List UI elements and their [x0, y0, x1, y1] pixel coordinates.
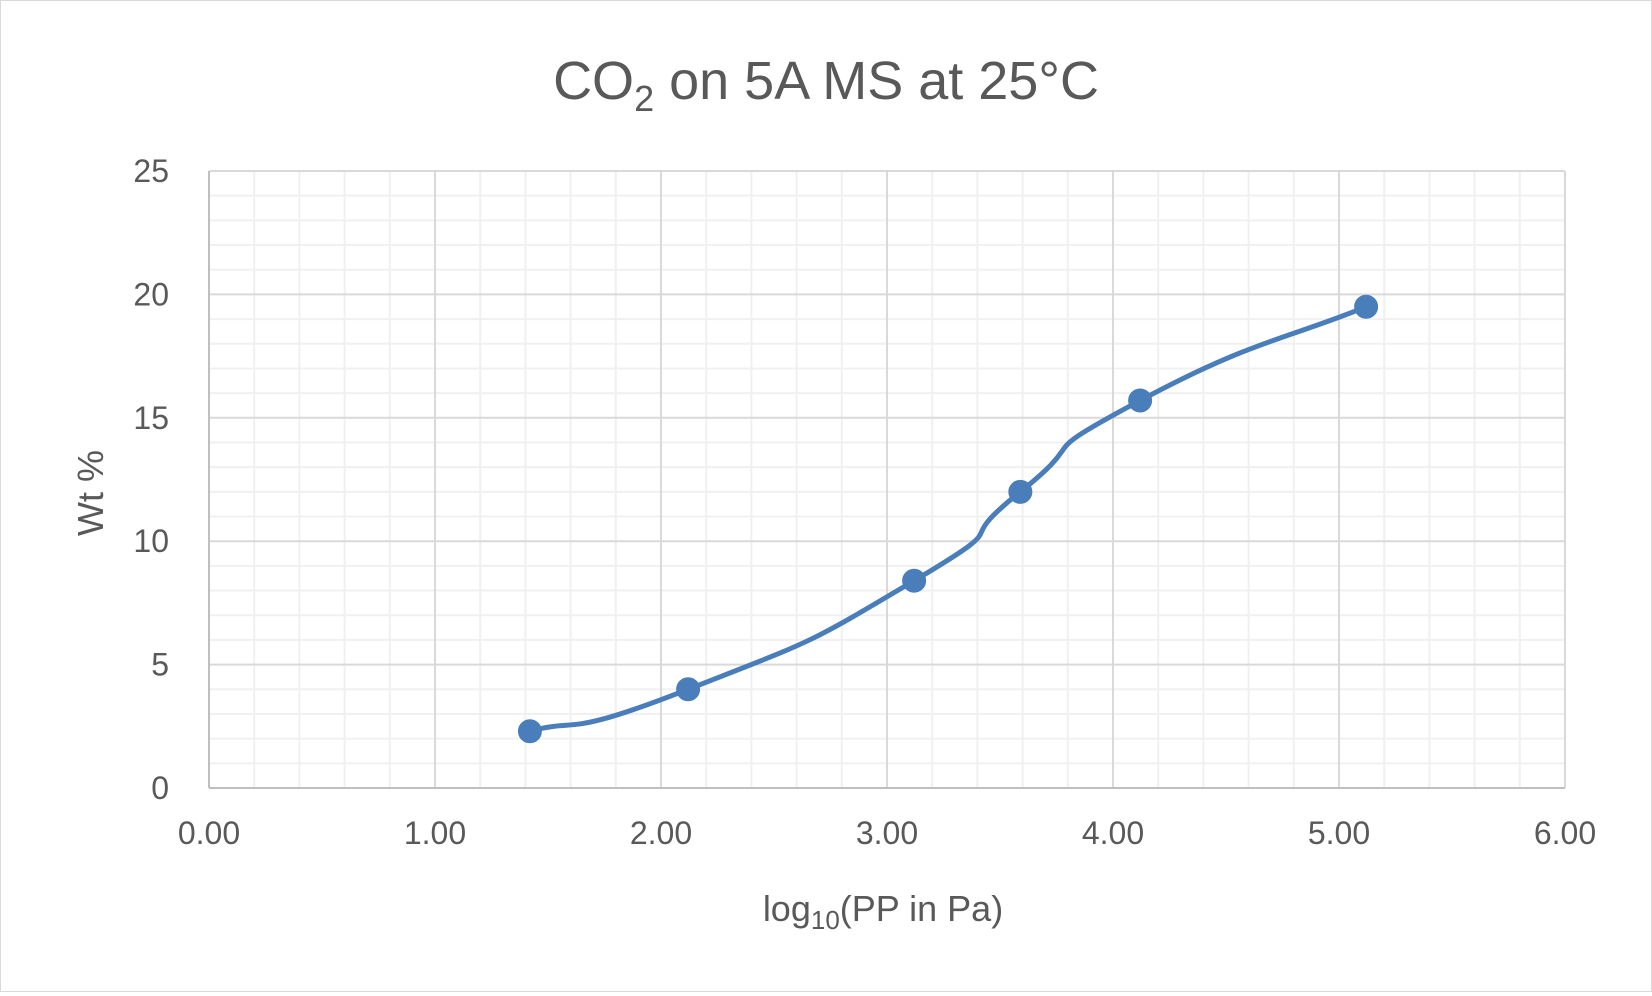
tick-labels: 0.00 1.00 2.00 3.00 4.00 5.00 6.00 0 5 10 15 20 25 [133, 153, 1596, 851]
data-point [676, 677, 701, 702]
chart-title-subscript: 2 [634, 78, 654, 119]
x-axis-label-rest: (PP in Pa) [840, 888, 1003, 929]
y-tick-label: 20 [133, 276, 169, 312]
x-axis-label: log10(PP in Pa) [763, 888, 1003, 935]
chart-title-main: CO [553, 51, 634, 111]
chart-title-rest: on 5A MS at 25°C [654, 51, 1099, 111]
axis-lines [208, 171, 1565, 789]
x-tick-label: 5.00 [1308, 815, 1370, 851]
x-axis-label-main: log [763, 888, 811, 929]
y-tick-label: 0 [151, 770, 169, 806]
grid-lines [208, 170, 1566, 789]
x-tick-label: 6.00 [1534, 815, 1596, 851]
data-point [902, 568, 927, 593]
x-tick-label: 4.00 [1082, 815, 1144, 851]
data-point [1128, 388, 1153, 413]
data-point [1008, 479, 1033, 504]
x-tick-label: 0.00 [178, 815, 240, 851]
series-layer [517, 294, 1379, 744]
y-tick-label: 10 [133, 523, 169, 559]
x-axis-label-subscript: 10 [811, 905, 840, 935]
y-tick-label: 15 [133, 400, 169, 436]
series-line [527, 304, 1369, 734]
chart-title: CO2 on 5A MS at 25°C [553, 51, 1099, 119]
x-tick-label: 2.00 [630, 815, 692, 851]
x-tick-label: 1.00 [404, 815, 466, 851]
y-tick-label: 25 [133, 153, 169, 189]
data-point [1354, 294, 1379, 319]
y-axis-label: Wt % [70, 450, 111, 536]
data-point [517, 719, 542, 744]
y-tick-label: 5 [151, 647, 169, 683]
x-tick-label: 3.00 [856, 815, 918, 851]
